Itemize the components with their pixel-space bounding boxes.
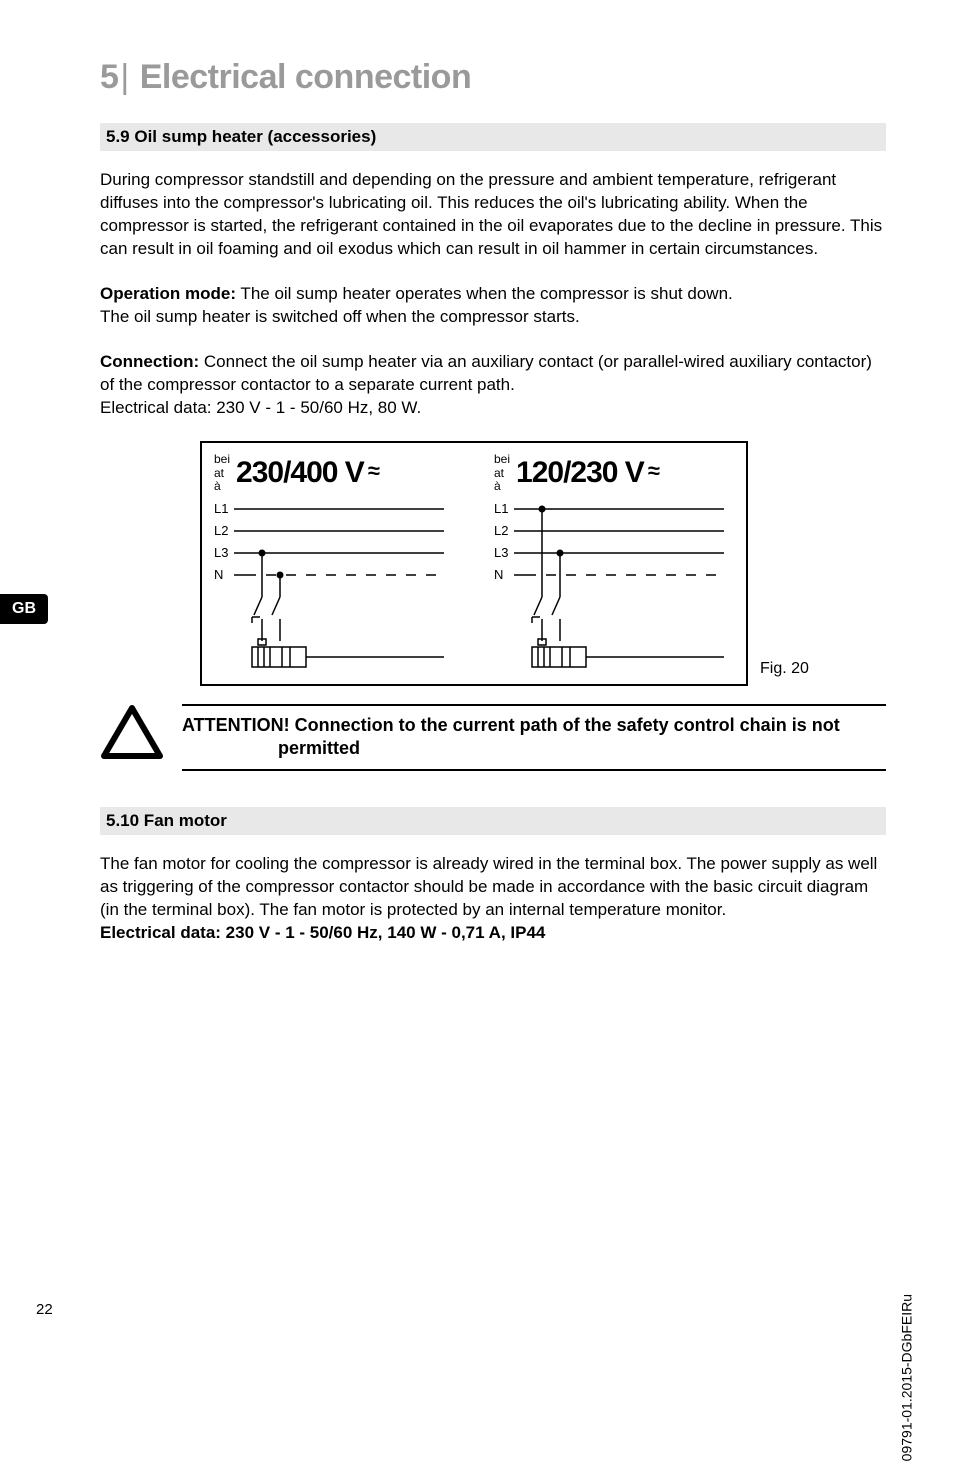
voltage-prefix-left: bei at à — [214, 453, 230, 493]
svg-text:L1: L1 — [494, 501, 508, 516]
prefix-a: à — [214, 480, 230, 493]
connection-text: Connect the oil sump heater via an auxil… — [100, 352, 872, 394]
section-heading-510: 5.10 Fan motor — [100, 807, 886, 835]
prefix-a-r: à — [494, 480, 510, 493]
voltage-prefix-right: bei at à — [494, 453, 510, 493]
svg-text:L3: L3 — [494, 545, 508, 560]
paragraph-operation: Operation mode: The oil sump heater oper… — [100, 283, 886, 329]
fan-motor-electrical-data: Electrical data: 230 V - 1 - 50/60 Hz, 1… — [100, 923, 545, 942]
attention-text-wrap: ATTENTION! Connection to the current pat… — [182, 704, 886, 771]
section-heading-59: 5.9 Oil sump heater (accessories) — [100, 123, 886, 151]
paragraph-fan-motor: The fan motor for cooling the compressor… — [100, 853, 886, 945]
svg-text:N: N — [494, 567, 503, 582]
voltage-right-value: 120/230 V — [516, 456, 644, 490]
operation-mode-line2: The oil sump heater is switched off when… — [100, 307, 580, 326]
attention-text: ATTENTION! Connection to the current pat… — [182, 714, 882, 761]
prefix-bei-r: bei — [494, 453, 510, 466]
figure-20: bei at à 230/400 V≈ L1 L2 — [100, 441, 886, 686]
voltage-header-left: bei at à 230/400 V≈ — [214, 453, 454, 493]
operation-mode-label: Operation mode: — [100, 284, 236, 303]
paragraph-connection: Connection: Connect the oil sump heater … — [100, 351, 886, 420]
voltage-header-right: bei at à 120/230 V≈ — [494, 453, 734, 493]
figure-caption: Fig. 20 — [760, 660, 809, 678]
attention-line2: permitted — [182, 737, 882, 760]
language-tab: GB — [0, 594, 48, 624]
wire-diagram-right: L1 L2 L3 N — [494, 499, 734, 674]
voltage-left-value: 230/400 V — [236, 456, 364, 490]
document-code: 09791-01.2015-DGbFEIRu — [898, 1294, 914, 1461]
paragraph-intro: During compressor standstill and dependi… — [100, 169, 886, 261]
diagram-right-120-230: bei at à 120/230 V≈ L1 L2 — [494, 453, 734, 674]
prefix-at: at — [214, 467, 230, 480]
svg-text:L2: L2 — [494, 523, 508, 538]
wire-diagram-left: L1 L2 L3 N — [214, 499, 454, 674]
svg-text:L2: L2 — [214, 523, 228, 538]
svg-text:N: N — [214, 567, 223, 582]
attention-label: ATTENTION! — [182, 715, 290, 735]
connection-label: Connection: — [100, 352, 199, 371]
approx-symbol-right: ≈ — [648, 458, 660, 484]
page-number: 22 — [36, 1301, 53, 1318]
attention-line1: Connection to the current path of the sa… — [290, 715, 840, 735]
connection-line2: Electrical data: 230 V - 1 - 50/60 Hz, 8… — [100, 398, 421, 417]
prefix-at-r: at — [494, 467, 510, 480]
chapter-separator: | — [120, 58, 128, 96]
approx-symbol-left: ≈ — [368, 458, 380, 484]
chapter-title: Electrical connection — [140, 58, 472, 96]
chapter-heading: 5| Electrical connection — [100, 58, 886, 97]
fan-motor-text: The fan motor for cooling the compressor… — [100, 854, 877, 919]
chapter-number: 5 — [100, 58, 118, 96]
svg-text:L3: L3 — [214, 545, 228, 560]
prefix-bei: bei — [214, 453, 230, 466]
wiring-diagram-box: bei at à 230/400 V≈ L1 L2 — [200, 441, 748, 686]
svg-text:L1: L1 — [214, 501, 228, 516]
operation-mode-text: The oil sump heater operates when the co… — [236, 284, 733, 303]
attention-box: ATTENTION! Connection to the current pat… — [100, 704, 886, 771]
diagram-left-230-400: bei at à 230/400 V≈ L1 L2 — [214, 453, 454, 674]
page-content: 5| Electrical connection 5.9 Oil sump he… — [0, 0, 954, 1007]
warning-triangle-icon — [100, 704, 164, 760]
